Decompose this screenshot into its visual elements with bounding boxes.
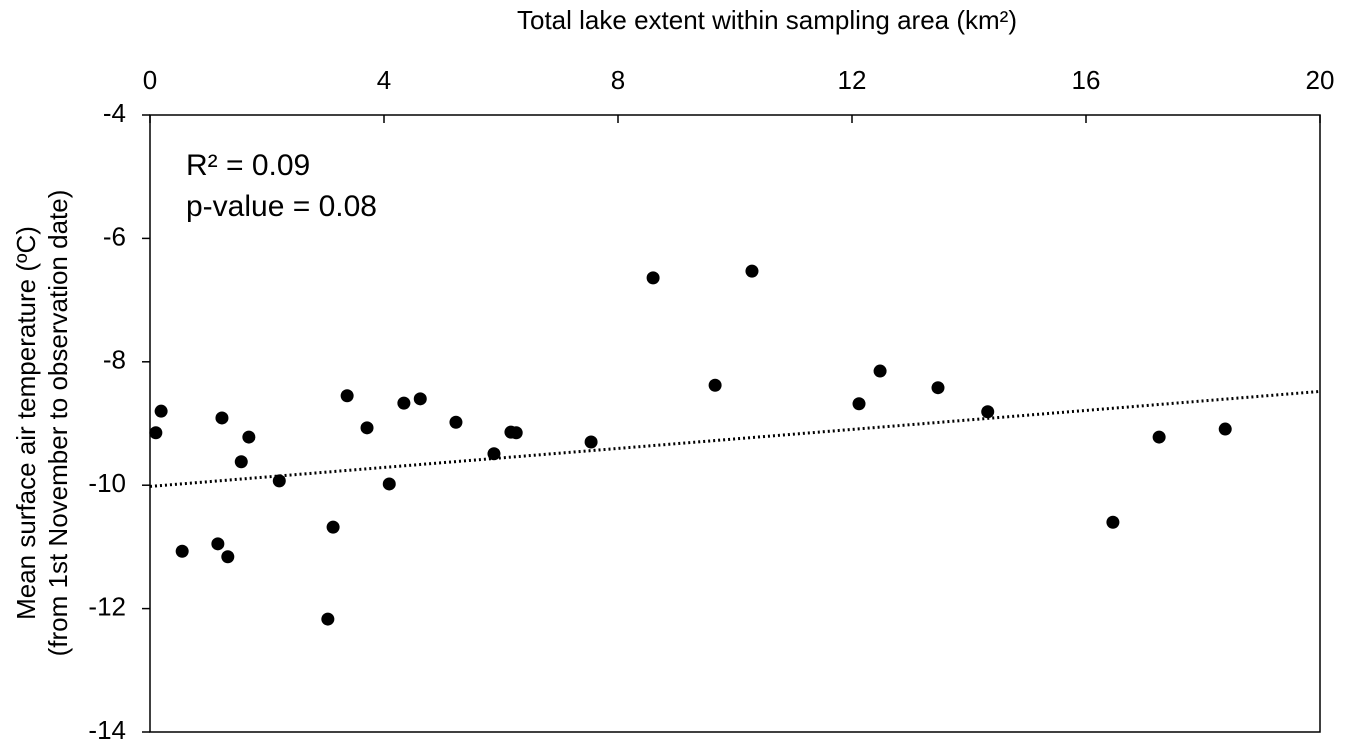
annotation: p-value = 0.08 xyxy=(186,190,377,223)
point xyxy=(321,612,335,626)
x-tick-label: 16 xyxy=(1072,65,1101,95)
y-tick-label: -4 xyxy=(103,98,126,128)
y-axis-label: (from 1st November to observation date) xyxy=(43,190,73,657)
point xyxy=(397,396,411,410)
point xyxy=(981,405,995,419)
x-tick-label: 8 xyxy=(611,65,625,95)
point xyxy=(449,415,463,429)
point xyxy=(931,381,945,395)
x-tick-label: 0 xyxy=(143,65,157,95)
point xyxy=(234,455,248,469)
point xyxy=(646,271,660,285)
point xyxy=(211,537,225,551)
point xyxy=(708,378,722,392)
y-tick-label: -14 xyxy=(88,715,126,744)
point xyxy=(272,474,286,488)
trendline xyxy=(149,389,1321,488)
point xyxy=(509,426,523,440)
x-tick-label: 12 xyxy=(838,65,867,95)
point xyxy=(584,435,598,449)
point xyxy=(340,389,354,403)
point xyxy=(242,430,256,444)
x-tick-label: 4 xyxy=(377,65,391,95)
point xyxy=(154,404,168,418)
point xyxy=(360,421,374,435)
x-axis-label: Total lake extent within sampling area (… xyxy=(517,5,1017,35)
point xyxy=(413,392,427,406)
y-tick-label: -6 xyxy=(103,221,126,251)
y-tick-label: -12 xyxy=(88,591,126,621)
point xyxy=(1152,430,1166,444)
x-tick-label: 20 xyxy=(1306,65,1335,95)
point xyxy=(149,426,163,440)
point xyxy=(852,397,866,411)
point xyxy=(873,364,887,378)
y-axis-label: Mean surface air temperature (ºC) xyxy=(11,226,41,620)
point xyxy=(487,447,501,461)
point xyxy=(1106,515,1120,529)
point xyxy=(175,544,189,558)
annotation: R² = 0.09 xyxy=(186,149,310,182)
point xyxy=(326,520,340,534)
point xyxy=(382,477,396,491)
point xyxy=(745,264,759,278)
point xyxy=(221,550,235,564)
y-tick-label: -8 xyxy=(103,345,126,375)
plot-frame xyxy=(149,114,1321,733)
point xyxy=(1218,422,1232,436)
y-tick-label: -10 xyxy=(88,468,126,498)
point xyxy=(215,411,229,425)
